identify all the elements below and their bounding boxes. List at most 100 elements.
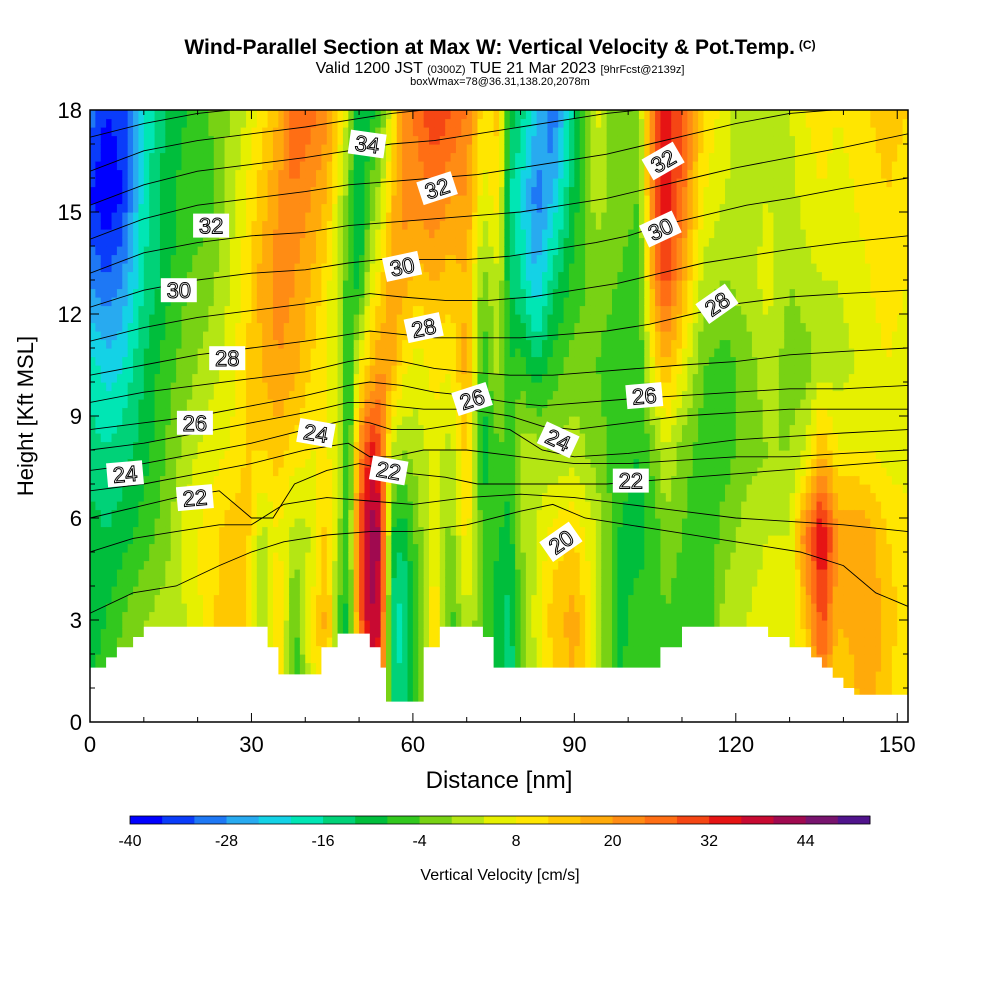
velocity-cell <box>111 169 118 179</box>
velocity-cell <box>310 560 317 570</box>
velocity-cell <box>240 373 247 383</box>
velocity-cell <box>375 603 382 613</box>
velocity-cell <box>283 178 290 188</box>
velocity-cell <box>181 178 188 188</box>
velocity-cell <box>332 331 339 341</box>
velocity-cell <box>407 586 414 596</box>
velocity-cell <box>170 118 177 128</box>
velocity-cell <box>251 365 258 375</box>
velocity-cell <box>138 254 145 264</box>
forecast-info: [9hrFcst@2139z] <box>600 64 685 76</box>
velocity-cell <box>402 603 409 613</box>
velocity-cell <box>95 620 102 630</box>
velocity-cell <box>407 552 414 562</box>
velocity-cell <box>289 416 296 426</box>
velocity-cell <box>95 526 102 536</box>
velocity-cell <box>342 518 349 528</box>
velocity-cell <box>423 118 430 128</box>
velocity-cell <box>203 135 209 145</box>
velocity-cell <box>359 535 366 545</box>
velocity-cell <box>364 356 371 366</box>
velocity-cell <box>445 382 452 392</box>
velocity-cell <box>176 220 183 230</box>
velocity-cell <box>159 339 166 349</box>
velocity-cell <box>176 620 183 630</box>
velocity-cell <box>106 535 113 545</box>
velocity-cell <box>455 577 462 587</box>
velocity-cell <box>224 458 231 468</box>
velocity-cell <box>445 212 452 222</box>
velocity-cell <box>122 314 129 324</box>
velocity-cell <box>90 509 96 519</box>
velocity-cell <box>385 127 392 137</box>
velocity-cell <box>143 314 150 324</box>
velocity-cell <box>213 390 220 400</box>
velocity-cell <box>197 305 204 315</box>
velocity-cell <box>289 237 296 247</box>
velocity-cell <box>197 552 204 562</box>
velocity-cell <box>170 212 177 222</box>
velocity-cell <box>149 620 156 630</box>
velocity-cell <box>272 135 279 145</box>
velocity-cell <box>272 110 279 120</box>
velocity-cell <box>267 212 274 222</box>
velocity-cell <box>197 110 204 120</box>
velocity-cell <box>391 620 398 630</box>
velocity-cell <box>154 263 161 273</box>
velocity-cell <box>278 475 285 485</box>
velocity-cell <box>170 169 177 179</box>
velocity-cell <box>143 263 150 273</box>
velocity-cell <box>310 535 317 545</box>
velocity-cell <box>439 526 446 536</box>
velocity-cell <box>246 594 253 604</box>
velocity-cell <box>165 314 172 324</box>
velocity-cell <box>143 144 150 154</box>
velocity-cell <box>213 501 220 511</box>
velocity-cell <box>429 603 436 613</box>
velocity-cell <box>294 628 301 638</box>
velocity-cell <box>461 620 468 630</box>
velocity-cell <box>391 560 398 570</box>
velocity-cell <box>342 560 349 570</box>
velocity-cell <box>412 543 419 553</box>
velocity-cell <box>262 356 269 366</box>
velocity-cell <box>133 399 140 409</box>
velocity-cell <box>391 492 398 502</box>
velocity-cell <box>299 110 306 120</box>
velocity-cell <box>278 518 285 528</box>
velocity-cell <box>359 348 366 358</box>
velocity-cell <box>310 441 317 451</box>
velocity-cell <box>170 195 177 205</box>
velocity-cell <box>138 212 145 222</box>
velocity-cell <box>305 492 312 502</box>
velocity-cell <box>203 543 209 553</box>
velocity-cell <box>149 586 156 596</box>
velocity-cell <box>213 127 220 137</box>
velocity-cell <box>283 297 290 307</box>
velocity-cell <box>321 628 328 638</box>
velocity-cell <box>418 484 425 494</box>
velocity-cell <box>294 127 301 137</box>
velocity-cell <box>326 212 333 222</box>
velocity-cell <box>342 152 349 162</box>
velocity-cell <box>359 484 366 494</box>
velocity-cell <box>229 594 236 604</box>
velocity-cell <box>133 348 140 358</box>
velocity-cell <box>267 203 274 213</box>
velocity-cell <box>423 501 430 511</box>
velocity-cell <box>111 441 118 451</box>
velocity-cell <box>224 450 231 460</box>
velocity-cell <box>138 356 145 366</box>
velocity-cell <box>348 586 355 596</box>
velocity-cell <box>272 280 279 290</box>
velocity-cell <box>412 203 419 213</box>
velocity-cell <box>159 569 166 579</box>
velocity-cell <box>267 382 274 392</box>
velocity-cell <box>326 594 333 604</box>
velocity-cell <box>181 560 188 570</box>
velocity-cell <box>310 220 317 230</box>
velocity-cell <box>272 195 279 205</box>
velocity-cell <box>283 399 290 409</box>
velocity-cell <box>429 305 436 315</box>
velocity-cell <box>106 637 113 647</box>
